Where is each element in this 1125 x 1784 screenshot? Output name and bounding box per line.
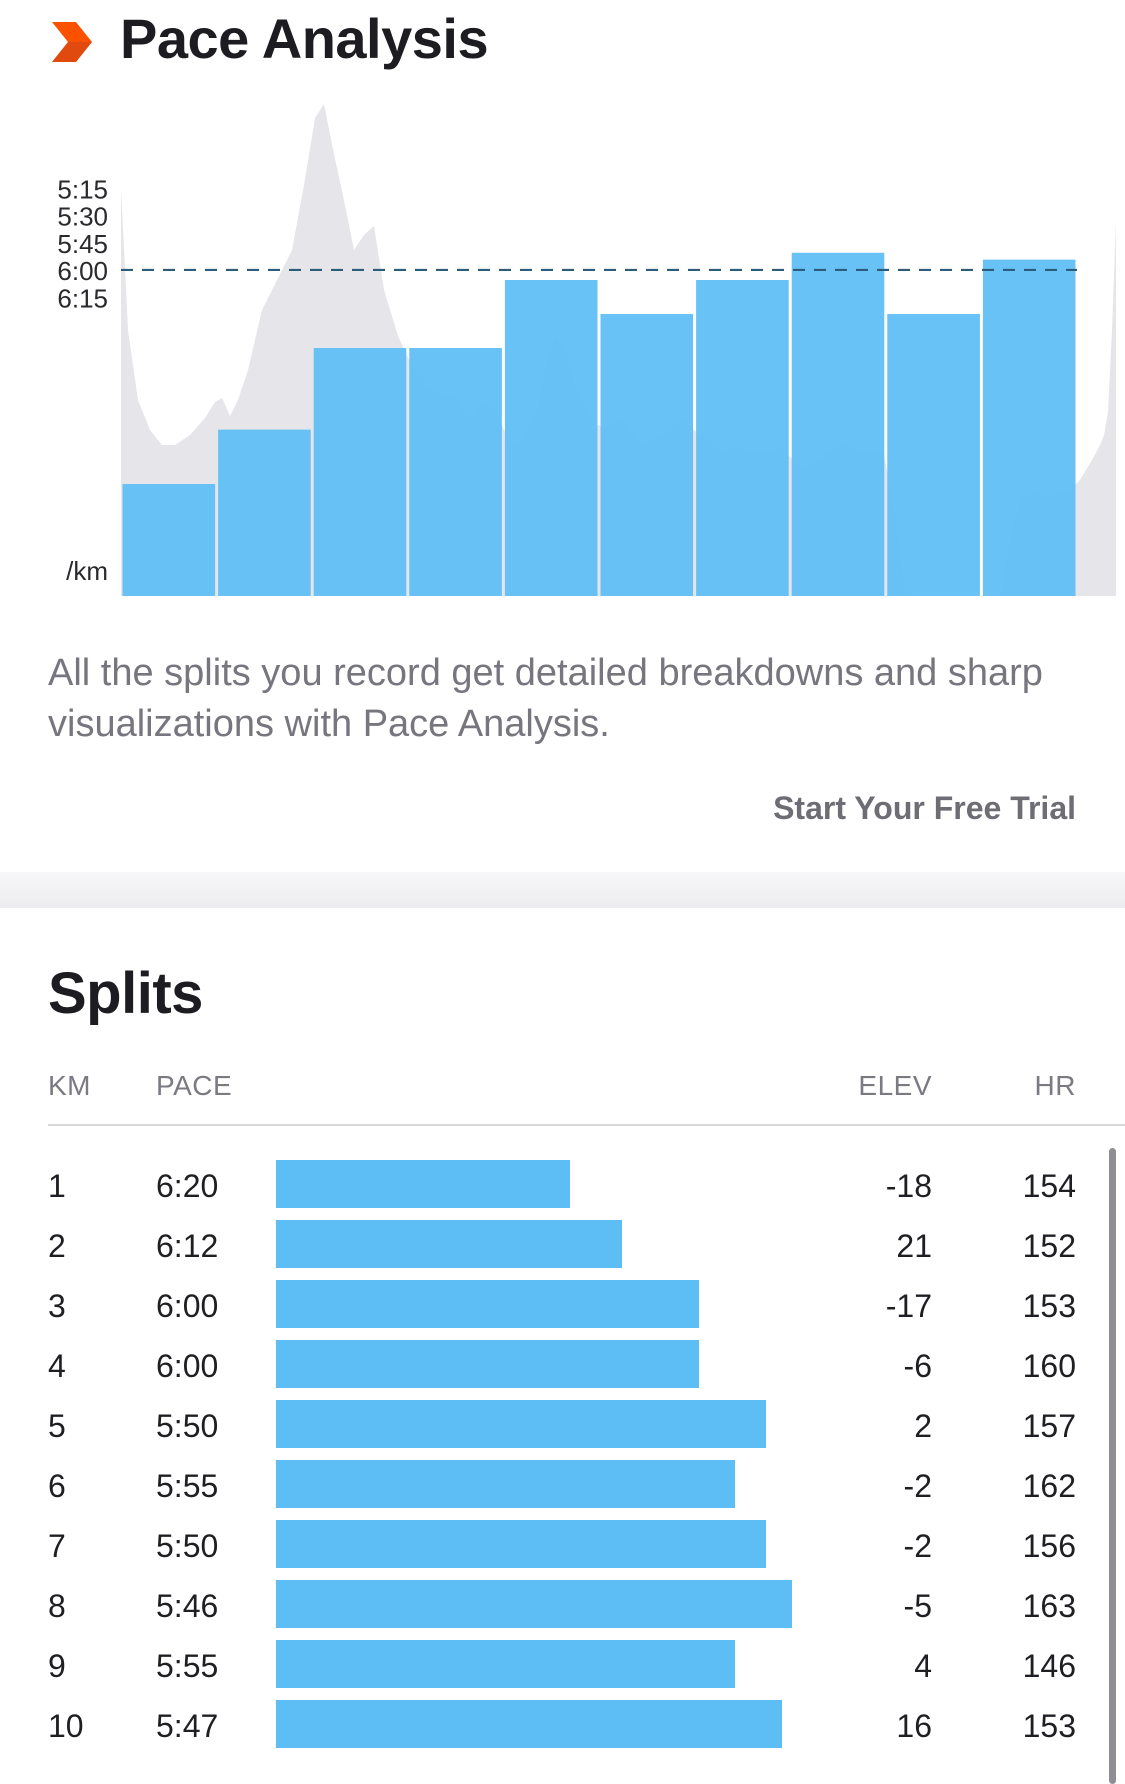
- table-row: 10 5:47 16 153: [0, 1700, 1125, 1760]
- table-row: 8 5:46 -5 163: [0, 1580, 1125, 1640]
- split-pace: 6:00: [156, 1288, 219, 1324]
- header-divider: [48, 1124, 1125, 1126]
- split-elev: 21: [896, 1228, 932, 1264]
- splits-title: Splits: [48, 961, 203, 1026]
- split-pace: 6:00: [156, 1348, 219, 1384]
- pace-analysis-section: Pace Analysis 5:15 5:30 5:45 6:00 6:15/km Al…: [0, 0, 1125, 872]
- split-pace-bar: [276, 1640, 735, 1688]
- pace-column-header: PACE: [156, 1070, 233, 1101]
- split-elev: 16: [896, 1708, 932, 1744]
- pace-bar: [887, 314, 980, 596]
- split-pace: 5:50: [156, 1528, 219, 1564]
- pace-analysis-description: All the splits you record get detailed b…: [48, 652, 1043, 745]
- split-pace: 6:20: [156, 1168, 219, 1204]
- pace-chart: 5:155:305:456:006:15/km: [57, 104, 1116, 597]
- km-column-header: KM: [48, 1070, 91, 1101]
- table-row: 2 6:12 21 152: [0, 1220, 1125, 1280]
- split-hr: 156: [1022, 1528, 1076, 1564]
- split-km: 6: [48, 1468, 66, 1504]
- y-tick-label: 5:45: [57, 229, 108, 259]
- scrollbar[interactable]: [1109, 1148, 1116, 1784]
- y-tick-label: 5:15: [57, 174, 108, 204]
- table-row: 7 5:50 -2 156: [0, 1520, 1125, 1580]
- split-elev: -18: [885, 1168, 932, 1204]
- pace-analysis-title: Pace Analysis: [120, 7, 489, 70]
- split-hr: 153: [1022, 1708, 1076, 1744]
- table-row: 1 6:20 -18 154: [0, 1160, 1125, 1220]
- split-pace: 5:50: [156, 1408, 219, 1444]
- split-pace: 5:55: [156, 1468, 219, 1504]
- split-km: 2: [48, 1228, 66, 1264]
- split-pace-bar: [276, 1400, 766, 1448]
- split-elev: 2: [914, 1408, 932, 1444]
- split-km: 3: [48, 1288, 66, 1324]
- hr-column-header: HR: [1034, 1070, 1076, 1101]
- split-hr: 154: [1022, 1168, 1076, 1204]
- elev-column-header: ELEV: [858, 1070, 932, 1101]
- split-hr: 153: [1022, 1288, 1076, 1324]
- split-pace-bar: [276, 1520, 766, 1568]
- split-hr: 163: [1022, 1588, 1076, 1624]
- split-elev: -2: [903, 1528, 932, 1564]
- split-pace: 6:12: [156, 1228, 219, 1264]
- split-elev: -5: [903, 1588, 932, 1624]
- pace-bar: [122, 484, 216, 596]
- pace-bar: [313, 348, 407, 596]
- split-pace-bar: [276, 1460, 735, 1508]
- split-pace-bar: [276, 1700, 782, 1748]
- split-pace: 5:55: [156, 1648, 219, 1684]
- split-pace-bar: [276, 1160, 570, 1208]
- table-row: 4 6:00 -6 160: [0, 1340, 1125, 1400]
- split-hr: 146: [1022, 1648, 1076, 1684]
- split-elev: -6: [903, 1348, 932, 1384]
- split-pace: 5:46: [156, 1588, 219, 1624]
- splits-section: Splits KM PACE ELEV HR 1 6:20 -18 154 2 6:12 2…: [0, 908, 1125, 1784]
- split-elev: -17: [885, 1288, 932, 1324]
- section-divider: [0, 872, 1125, 908]
- split-elev: -2: [903, 1468, 932, 1504]
- split-hr: 160: [1022, 1348, 1076, 1384]
- table-row: 6 5:55 -2 162: [0, 1460, 1125, 1520]
- y-tick-label: 6:15: [57, 284, 108, 314]
- split-pace-bar: [276, 1340, 699, 1388]
- split-km: 8: [48, 1588, 66, 1624]
- split-pace-bar: [276, 1220, 622, 1268]
- y-tick-label: 6:00: [57, 256, 108, 286]
- split-pace-bar: [276, 1280, 699, 1328]
- split-km: 10: [48, 1708, 84, 1744]
- table-row: 9 5:55 4 146: [0, 1640, 1125, 1700]
- pace-bar: [982, 259, 1076, 596]
- pace-bar: [409, 348, 502, 596]
- split-km: 1: [48, 1168, 66, 1204]
- pace-bar: [696, 280, 789, 596]
- split-pace-bar: [276, 1580, 792, 1628]
- split-hr: 157: [1022, 1408, 1076, 1444]
- split-pace: 5:47: [156, 1708, 219, 1744]
- table-row: 3 6:00 -17 153: [0, 1280, 1125, 1340]
- split-km: 5: [48, 1408, 66, 1444]
- pace-bar: [504, 280, 598, 596]
- pace-bar: [600, 314, 694, 596]
- split-hr: 162: [1022, 1468, 1076, 1504]
- split-km: 7: [48, 1528, 66, 1564]
- chevron-right-icon: [52, 22, 92, 62]
- split-elev: 4: [914, 1648, 932, 1684]
- pace-bar: [791, 252, 885, 597]
- splits-table: 1 6:20 -18 154 2 6:12 21 152 3 6:00 -17 153 4 6:00 -6 1…: [0, 1160, 1125, 1760]
- start-free-trial-link[interactable]: Start Your Free Trial: [773, 790, 1076, 826]
- y-tick-label: 5:30: [57, 202, 108, 232]
- pace-bar: [218, 429, 311, 596]
- split-km: 9: [48, 1648, 66, 1684]
- split-km: 4: [48, 1348, 66, 1384]
- table-row: 5 5:50 2 157: [0, 1400, 1125, 1460]
- y-unit-label: /km: [66, 556, 108, 586]
- split-hr: 152: [1022, 1228, 1076, 1264]
